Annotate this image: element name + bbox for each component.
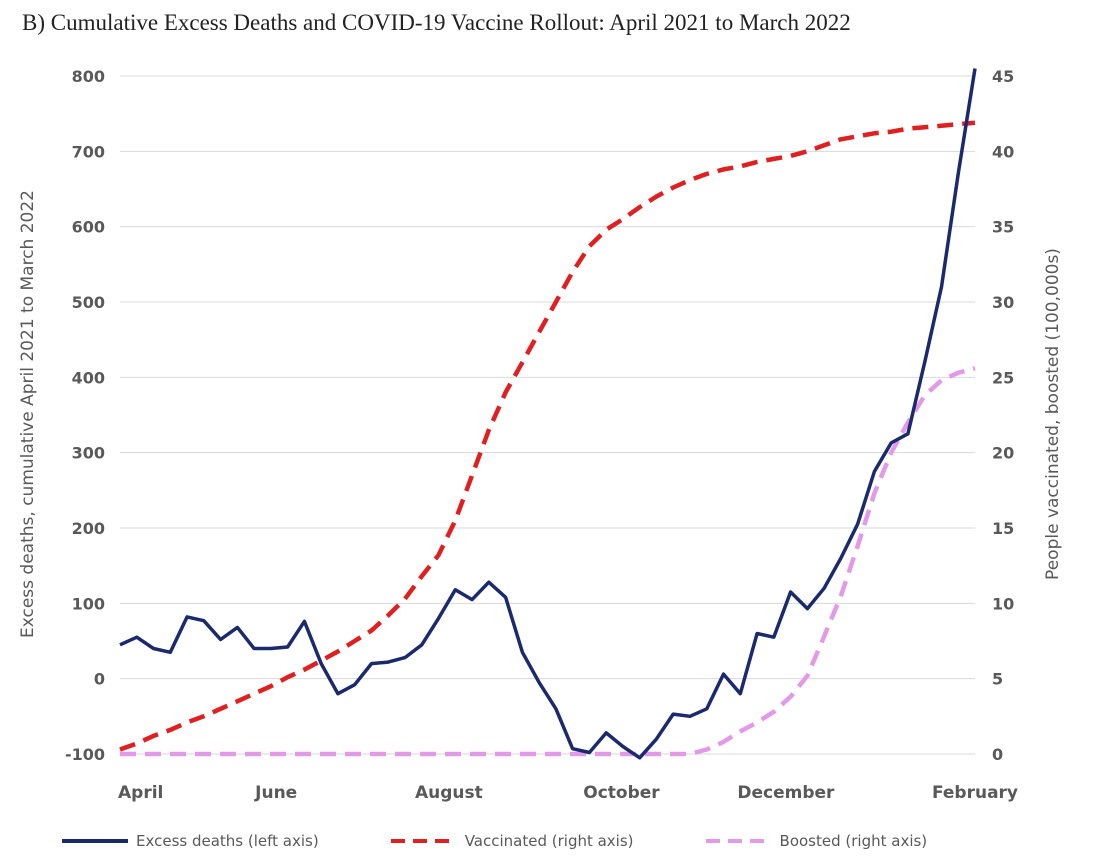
series-line-vaccinated <box>119 120 976 752</box>
x-axis-ticks: April June August October December February <box>118 783 1018 803</box>
legend-item-excess-deaths: Excess deaths (left axis) <box>60 832 319 850</box>
chart-title: B) Cumulative Excess Deaths and COVID-19… <box>22 10 851 35</box>
left-tick-label: 800 <box>72 67 105 86</box>
legend-item-vaccinated: Vaccinated (right axis) <box>389 832 634 850</box>
right-tick-label: 25 <box>992 368 1014 387</box>
left-axis-label: Excess deaths, cumulative April 2021 to … <box>18 190 38 638</box>
right-tick-label: 5 <box>992 670 1003 689</box>
left-tick-label: -100 <box>65 745 105 764</box>
right-tick-label: 35 <box>992 218 1014 237</box>
x-tick-label: August <box>415 783 483 803</box>
legend: Excess deaths (left axis) Vaccinated (ri… <box>60 832 1060 850</box>
left-axis-ticks: 800 700 600 500 400 300 200 100 0 -100 <box>65 67 105 764</box>
right-axis-label: People vaccinated, boosted (100,000s) <box>1043 248 1063 580</box>
right-tick-label: 20 <box>992 444 1014 463</box>
left-tick-label: 100 <box>72 594 105 613</box>
right-tick-label: 0 <box>992 745 1003 764</box>
legend-label-boosted: Boosted (right axis) <box>779 832 928 850</box>
series-line-excess-deaths <box>119 68 977 760</box>
legend-label-vaccinated: Vaccinated (right axis) <box>464 832 634 850</box>
left-tick-label: 600 <box>72 218 105 237</box>
x-tick-label: October <box>583 783 660 803</box>
right-tick-label: 40 <box>992 142 1014 161</box>
x-tick-label: April <box>118 783 163 803</box>
left-tick-label: 0 <box>94 670 105 689</box>
x-tick-label: December <box>737 783 835 803</box>
right-axis-ticks: 45 40 35 30 25 20 15 10 5 0 <box>992 67 1014 764</box>
series-lines <box>119 68 977 760</box>
left-tick-label: 400 <box>72 368 105 387</box>
legend-swatch-excess-deaths <box>62 839 128 843</box>
legend-label-excess-deaths: Excess deaths (left axis) <box>136 832 319 850</box>
left-tick-label: 200 <box>72 519 105 538</box>
left-tick-label: 700 <box>72 142 105 161</box>
series-line-boosted <box>120 366 976 757</box>
right-tick-label: 15 <box>992 519 1014 538</box>
right-tick-label: 10 <box>992 594 1014 613</box>
x-tick-label: February <box>932 783 1018 803</box>
legend-item-boosted: Boosted (right axis) <box>704 832 928 850</box>
right-tick-label: 30 <box>992 293 1014 312</box>
right-tick-label: 45 <box>992 67 1014 86</box>
legend-swatch-boosted <box>705 839 772 843</box>
x-tick-label: June <box>254 783 297 803</box>
left-tick-label: 500 <box>72 293 105 312</box>
legend-swatch-vaccinated <box>390 839 457 843</box>
left-tick-label: 300 <box>72 444 105 463</box>
gridlines <box>120 75 975 755</box>
